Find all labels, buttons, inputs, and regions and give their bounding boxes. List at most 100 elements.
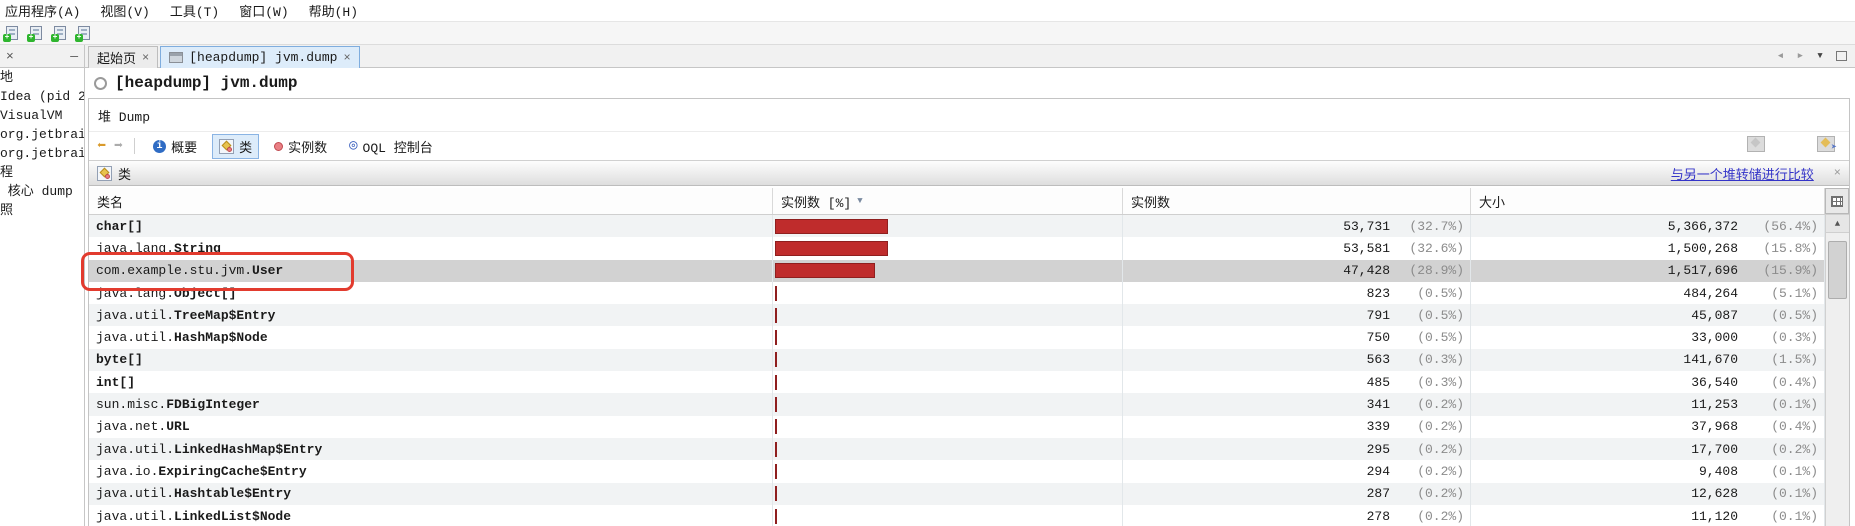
class-name-cell: int[] [89, 371, 773, 394]
table-row[interactable]: sun.misc. FDBigInteger 341 (0.2%) 11,253 (0.1… [89, 393, 1849, 416]
column-selector-button[interactable] [1825, 188, 1849, 214]
size-count: 141,670 [1683, 352, 1738, 368]
classes-view-button[interactable]: 类 [212, 133, 260, 159]
instances-view-button[interactable]: 实例数 [267, 134, 334, 159]
table-row[interactable]: java.net. URL 339 (0.2%) 37,968 (0.4%) [89, 415, 1849, 438]
class-simple-name: FDBigInteger [166, 397, 260, 413]
close-icon[interactable]: × [142, 50, 150, 65]
maximize-icon[interactable] [1836, 50, 1847, 61]
forward-arrow-icon[interactable]: ➡ [114, 137, 124, 155]
size-percent: (15.8%) [1763, 240, 1818, 256]
class-name-cell: java.util. HashMap$Node [89, 326, 773, 349]
scrollbar-thumb[interactable] [1828, 241, 1847, 299]
add-snapshot-icon[interactable]: + [75, 25, 92, 42]
add-application-icon[interactable]: + [3, 25, 20, 42]
size-percent: (0.5%) [1771, 307, 1818, 323]
instances-bar-cell [773, 259, 1123, 282]
size-cell: 33,000 (0.3%) [1471, 326, 1825, 349]
compare-heapdump-link[interactable]: 与另一个堆转储进行比较 [1670, 167, 1814, 183]
main-toolbar: + + + + [0, 22, 1855, 45]
sidebar-item[interactable]: VisualVM [0, 108, 63, 123]
scroll-tabs-left-icon[interactable]: ◂ [1776, 48, 1785, 63]
instances-bar [775, 330, 777, 346]
instances-bar-cell [773, 348, 1123, 372]
menu-item[interactable]: 应用程序(A) [5, 5, 81, 20]
page-title: [heapdump] jvm.dump [115, 74, 298, 92]
size-count: 5,366,372 [1667, 218, 1738, 234]
instances-cell: 341 (0.2%) [1123, 393, 1471, 416]
size-header-label: 大小 [1479, 195, 1506, 211]
table-row[interactable]: int[] 485 (0.3%) 36,540 (0.4%) [89, 371, 1849, 394]
table-row[interactable]: java.lang. Object[] 823 (0.5%) 484,264 (5.1%) [89, 281, 1849, 305]
oql-console-button[interactable]: ◎ OQL 控制台 [342, 134, 440, 159]
sidebar-item[interactable]: Idea (pid 2 [0, 89, 84, 104]
table-row[interactable]: java.util. Hashtable$Entry 287 (0.2%) 12,628… [89, 482, 1849, 505]
heap-dump-subtab[interactable]: 堆 Dump [98, 109, 151, 125]
table-row[interactable]: byte[] 563 (0.3%) 141,670 (1.5%) [89, 348, 1849, 372]
close-icon[interactable]: × [343, 50, 351, 65]
column-header-instances-pct[interactable]: 实例数 [%] ▼ [773, 188, 1123, 214]
size-percent: (0.4%) [1771, 374, 1818, 390]
class-name-cell: java.net. URL [89, 415, 773, 438]
instances-label: 实例数 [288, 140, 328, 156]
section-close-icon[interactable]: × [1833, 166, 1841, 180]
size-count: 45,087 [1691, 307, 1738, 323]
heap-subtab-strip: 堆 Dump [89, 99, 1849, 132]
oql-label: OQL 控制台 [362, 140, 433, 156]
add-jmx-connection-icon[interactable]: + [27, 25, 44, 42]
scroll-up-icon[interactable]: ▲ [1826, 215, 1849, 233]
menu-item[interactable]: 窗口(W) [239, 5, 289, 20]
tab-start-page[interactable]: 起始页 × [88, 46, 159, 68]
menu-item[interactable]: 帮助(H) [308, 5, 359, 20]
heap-fragment-icon[interactable] [1747, 136, 1765, 152]
heap-toolbar: ⬅ ➡ i 概要 类 实例数 ◎ OQL 控制台 [89, 132, 1849, 160]
instances-cell: 750 (0.5%) [1123, 326, 1471, 349]
scroll-tabs-right-icon[interactable]: ▸ [1796, 48, 1805, 63]
class-package: java.util. [96, 441, 175, 457]
sidebar-minimize-icon[interactable]: — [70, 48, 78, 64]
table-row[interactable]: java.util. HashMap$Node 750 (0.5%) 33,000 (0.… [89, 326, 1849, 349]
table-row[interactable]: java.io. ExpiringCache$Entry 294 (0.2%) 9,40… [89, 460, 1849, 483]
instances-count: 750 [1366, 330, 1390, 346]
table-row[interactable]: java.util. TreeMap$Entry 791 (0.5%) 45,087 (0… [89, 304, 1849, 327]
tab-list-dropdown-icon[interactable]: ▾ [1816, 48, 1824, 63]
size-cell: 484,264 (5.1%) [1471, 281, 1825, 305]
column-header-classname[interactable]: 类名 [89, 188, 773, 214]
sidebar-item[interactable]: 核心 dump [0, 184, 73, 199]
sidebar-close-icon[interactable]: × [6, 48, 14, 64]
menu-item[interactable]: 视图(V) [100, 5, 150, 20]
instances-bar [775, 285, 777, 301]
instances-cell: 53,581 (32.6%) [1123, 237, 1471, 260]
class-package: java.util. [96, 307, 175, 323]
table-row[interactable]: com.example.stu.jvm. User 47,428 (28.9%) 1,5… [89, 259, 1849, 282]
vertical-scrollbar[interactable]: ▲ [1825, 215, 1849, 526]
sidebar-item[interactable]: 程 [0, 165, 14, 180]
table-row[interactable]: char[] 53,731 (32.7%) 5,366,372 (56.4%) [89, 215, 1849, 238]
column-header-instances[interactable]: 实例数 [1123, 188, 1471, 214]
size-percent: (0.1%) [1771, 463, 1818, 479]
class-simple-name: int[] [96, 374, 136, 390]
tab-heapdump[interactable]: [heapdump] jvm.dump × [160, 46, 360, 68]
table-row[interactable]: java.lang. String 53,581 (32.6%) 1,500,268 (1… [89, 237, 1849, 260]
table-row[interactable]: java.util. LinkedList$Node 278 (0.2%) 11,120… [89, 504, 1849, 526]
back-arrow-icon[interactable]: ⬅ [97, 137, 107, 155]
class-package: java.net. [96, 419, 167, 435]
sidebar-item[interactable]: org.jetbrai [0, 127, 84, 142]
sidebar-item[interactable]: org.jetbrai [0, 146, 84, 161]
add-vm-coredump-icon[interactable]: + [51, 25, 68, 42]
size-count: 37,968 [1691, 419, 1738, 435]
table-row[interactable]: java.util. LinkedHashMap$Entry 295 (0.2%) 17… [89, 437, 1849, 461]
column-header-size[interactable]: 大小 [1471, 188, 1825, 214]
summary-view-button[interactable]: i 概要 [146, 134, 204, 159]
sidebar-item[interactable]: 照 [0, 203, 14, 218]
size-cell: 37,968 (0.4%) [1471, 415, 1825, 438]
size-count: 11,120 [1691, 508, 1738, 524]
export-heap-icon[interactable]: ➤ [1817, 136, 1837, 154]
class-name-cell: char[] [89, 215, 773, 238]
instances-bar-cell [773, 415, 1123, 438]
sidebar-item[interactable]: 地 [0, 70, 14, 85]
instances-bar [775, 352, 777, 368]
instances-cell: 278 (0.2%) [1123, 504, 1471, 526]
menu-item[interactable]: 工具(T) [169, 5, 220, 20]
heap-right-tools: ➤ [1747, 136, 1837, 154]
